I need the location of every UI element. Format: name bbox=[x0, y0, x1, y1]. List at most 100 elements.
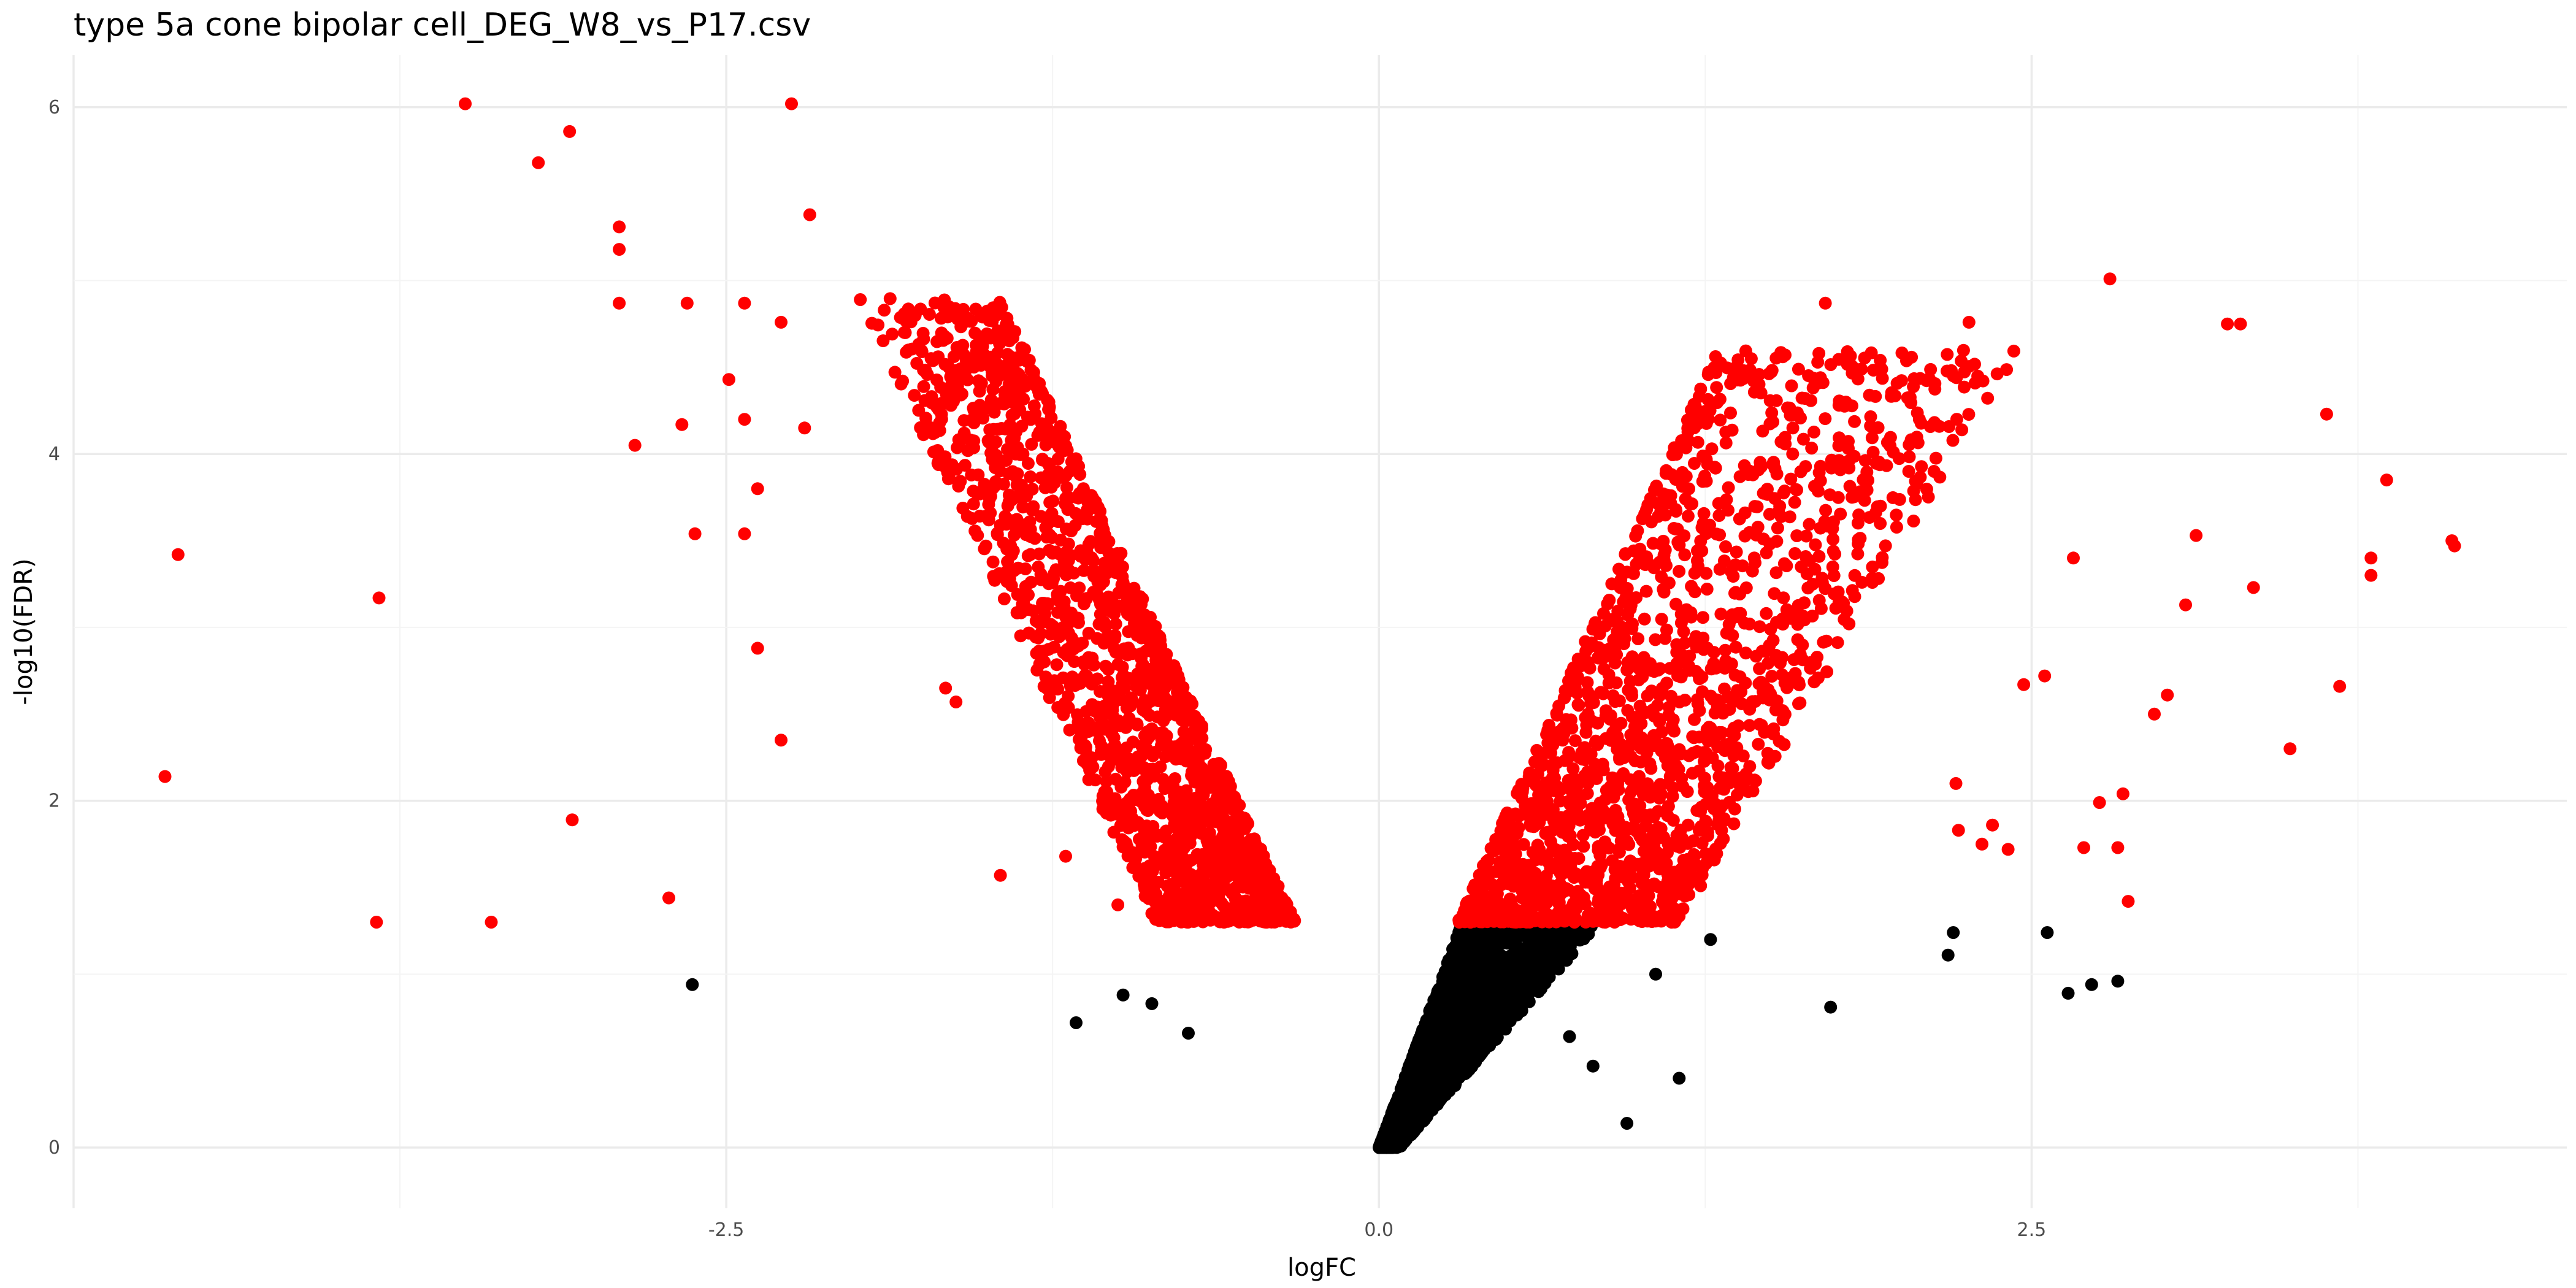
data-point bbox=[1067, 566, 1081, 580]
data-point bbox=[1726, 762, 1739, 775]
data-point bbox=[1678, 548, 1692, 562]
data-point bbox=[1805, 442, 1819, 455]
data-point bbox=[1594, 686, 1608, 699]
data-point bbox=[968, 326, 982, 340]
data-point bbox=[1175, 683, 1188, 696]
data-point bbox=[1080, 592, 1094, 605]
data-point bbox=[957, 414, 971, 427]
data-point bbox=[1094, 578, 1107, 592]
data-point bbox=[1497, 960, 1510, 973]
data-point bbox=[1057, 595, 1071, 608]
data-point bbox=[989, 478, 1002, 492]
data-point bbox=[978, 478, 991, 491]
data-point bbox=[854, 293, 867, 306]
data-point bbox=[1051, 605, 1064, 619]
data-point bbox=[1574, 888, 1587, 902]
data-point bbox=[929, 426, 942, 439]
data-point bbox=[938, 358, 952, 371]
data-point bbox=[888, 366, 902, 379]
data-point bbox=[1172, 910, 1186, 923]
data-point bbox=[1446, 949, 1459, 962]
data-point bbox=[1981, 391, 1995, 405]
data-point bbox=[1777, 591, 1790, 605]
data-point bbox=[1760, 607, 1773, 620]
data-point bbox=[1015, 484, 1029, 497]
data-point bbox=[1749, 528, 1763, 542]
data-point bbox=[1122, 625, 1135, 638]
data-point bbox=[1080, 545, 1094, 559]
data-point bbox=[965, 314, 978, 328]
data-point bbox=[965, 512, 979, 525]
data-point bbox=[1928, 416, 1941, 429]
data-point bbox=[1625, 686, 1638, 699]
data-point bbox=[1465, 1003, 1478, 1017]
data-point bbox=[1167, 839, 1181, 853]
data-point bbox=[1159, 750, 1172, 764]
data-point bbox=[1142, 892, 1156, 905]
data-point bbox=[1188, 902, 1202, 916]
data-point bbox=[1143, 830, 1156, 843]
data-point bbox=[1192, 890, 1205, 903]
data-point bbox=[1472, 968, 1485, 982]
data-point bbox=[1048, 476, 1061, 489]
data-point bbox=[1468, 1045, 1482, 1058]
data-point bbox=[1807, 425, 1820, 439]
data-point bbox=[1613, 753, 1627, 766]
data-point bbox=[1823, 488, 1837, 502]
data-point bbox=[1051, 701, 1065, 714]
data-point bbox=[1852, 537, 1865, 551]
data-point bbox=[938, 296, 951, 309]
data-point bbox=[1171, 895, 1185, 908]
data-point bbox=[1029, 407, 1042, 421]
data-point bbox=[1024, 548, 1037, 561]
data-point bbox=[1179, 748, 1192, 761]
data-point bbox=[956, 502, 970, 515]
data-point bbox=[1848, 415, 1861, 428]
data-point bbox=[1225, 840, 1238, 853]
data-point bbox=[935, 412, 948, 426]
data-point bbox=[917, 364, 930, 377]
data-point bbox=[1819, 504, 1833, 517]
data-point bbox=[894, 377, 908, 391]
data-point bbox=[1260, 916, 1273, 929]
data-point bbox=[1192, 715, 1205, 728]
data-point bbox=[928, 296, 941, 310]
data-point bbox=[1427, 1100, 1441, 1113]
data-point bbox=[1007, 564, 1021, 577]
data-point bbox=[1955, 423, 1969, 437]
data-point bbox=[1098, 765, 1112, 778]
data-point bbox=[1102, 546, 1116, 559]
data-point bbox=[991, 347, 1005, 360]
data-point bbox=[1500, 979, 1514, 993]
data-point bbox=[1438, 996, 1451, 1010]
data-point bbox=[968, 524, 982, 538]
data-point bbox=[1719, 540, 1732, 553]
data-point bbox=[1635, 742, 1648, 755]
data-point bbox=[1038, 655, 1051, 669]
data-point bbox=[1059, 522, 1073, 535]
data-point bbox=[967, 497, 980, 511]
data-point bbox=[1713, 781, 1727, 795]
data-point bbox=[1700, 583, 1714, 596]
data-point bbox=[927, 445, 940, 459]
data-point bbox=[1681, 818, 1695, 832]
data-point bbox=[1100, 567, 1113, 580]
data-point bbox=[908, 389, 921, 402]
data-point bbox=[1733, 512, 1746, 526]
data-point bbox=[1077, 564, 1091, 577]
data-point bbox=[930, 335, 944, 348]
data-point bbox=[965, 468, 978, 481]
plot-grid bbox=[72, 55, 2567, 1208]
data-point bbox=[1046, 494, 1060, 508]
data-point bbox=[1955, 355, 1968, 367]
data-point bbox=[1495, 937, 1509, 950]
data-point bbox=[1819, 412, 1832, 426]
data-point bbox=[1062, 701, 1075, 715]
data-point bbox=[1000, 454, 1013, 467]
data-point bbox=[1135, 840, 1149, 853]
data-point bbox=[977, 355, 991, 368]
data-point bbox=[965, 357, 978, 370]
data-point bbox=[978, 542, 991, 556]
data-point bbox=[1035, 417, 1048, 431]
data-point bbox=[1095, 740, 1108, 753]
